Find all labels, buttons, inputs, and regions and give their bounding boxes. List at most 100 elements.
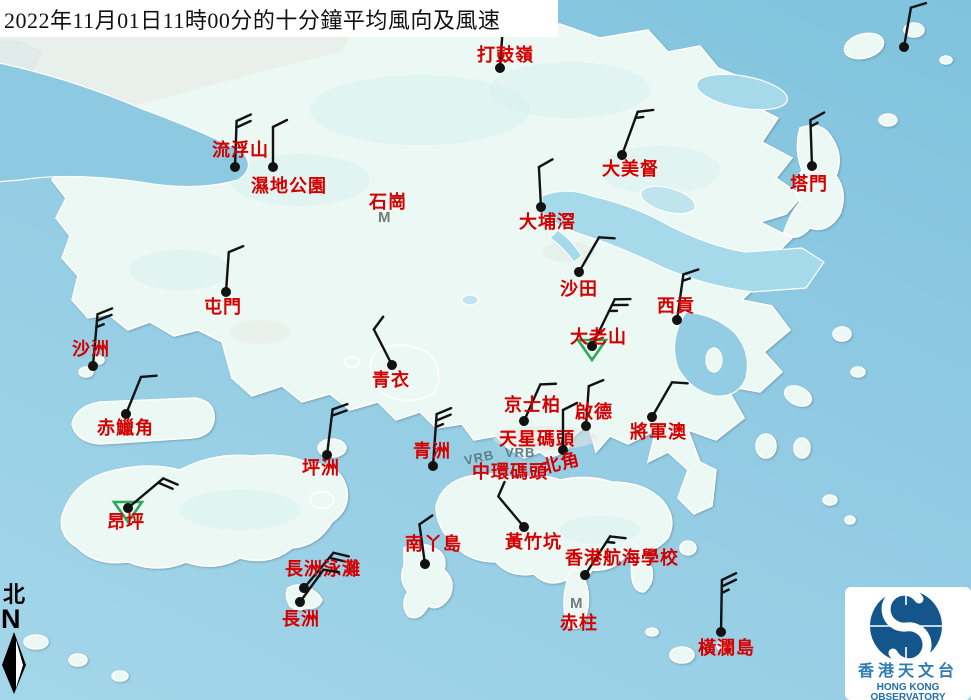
wind-barb-icon	[617, 108, 655, 160]
gust-triangle-icon	[111, 500, 145, 525]
wind-barb-icon	[519, 382, 558, 426]
island-tap-mun-cluster	[783, 124, 844, 238]
water-starling-inlet	[696, 73, 788, 111]
island-po-toi	[669, 646, 695, 664]
station-label-lamma-island: 南丫島	[405, 534, 462, 554]
water-shing-mun-reservoir	[461, 294, 479, 306]
island-sk-4	[832, 326, 852, 342]
wind-barb-icon	[418, 514, 434, 569]
wind-barb-icon	[230, 113, 253, 172]
island-ninepin-1	[822, 494, 838, 506]
map-title: 2022年11月01日11時00分的十分鐘平均風向及風速	[4, 7, 501, 33]
station-label-ta-kwu-ling: 打鼓嶺	[477, 45, 534, 65]
station-label-wetland-park: 濕地公園	[251, 176, 327, 196]
water-plover-cove	[640, 185, 696, 215]
wind-barb-icon	[121, 374, 158, 419]
wind-barb-icon	[123, 477, 179, 513]
title-bar: 2022年11月01日11時00分的十分鐘平均風向及風速	[0, 0, 558, 37]
water-shing-mun	[549, 229, 583, 263]
island-s-1	[645, 627, 659, 637]
island-sk-2	[755, 433, 777, 459]
island-sk-1	[783, 385, 813, 407]
island-ne-1	[843, 32, 885, 60]
island-ninepin-2	[844, 515, 856, 525]
water-tolo-harbour	[541, 190, 825, 293]
island-sw-3	[111, 670, 129, 682]
station-label-star-ferry: 天星碼頭	[499, 429, 575, 449]
station-flag-stanley: M	[570, 595, 583, 612]
island-sk-3	[793, 437, 811, 459]
station-flag-star-ferry: VRB	[505, 445, 536, 460]
compass-north-chinese: 北	[3, 582, 26, 607]
station-label-wong-chuk-hang: 黃竹坑	[505, 532, 562, 552]
island-waglan	[716, 640, 732, 652]
island-ne-2	[903, 22, 925, 38]
wind-barb-icon	[322, 402, 349, 460]
wind-barb-icon	[295, 568, 341, 607]
station-label-lau-fau-shan: 流浮山	[212, 140, 269, 160]
gust-triangle-icon	[575, 338, 609, 363]
hko-logo-card: 香港天文台 HONG KONG OBSERVATORY	[845, 586, 971, 700]
wind-barb-icon	[497, 480, 529, 532]
station-label-sai-kung: 西貢	[657, 296, 695, 316]
peninsula-daguilar	[630, 549, 654, 593]
station-label-tuen-mun: 屯門	[204, 297, 242, 317]
station-label-sha-chau: 沙洲	[72, 339, 110, 359]
station-label-tai-mei-tuk: 大美督	[602, 159, 659, 179]
island-sw-1	[23, 634, 49, 650]
island-ne-3	[939, 55, 953, 65]
station-label-hk-sea-school: 香港航海學校	[565, 548, 679, 568]
wind-barb-icon	[428, 406, 453, 471]
wind-barb-icon	[716, 572, 738, 637]
hko-logo-english: HONG KONG OBSERVATORY	[870, 682, 946, 700]
island-hei-ling-chau	[309, 491, 335, 509]
wind-barb-icon	[299, 551, 350, 593]
island-tsing-yi	[369, 344, 440, 402]
station-label-tap-mun: 塔門	[790, 174, 828, 194]
island-tung-lung	[679, 540, 697, 556]
island-sw-2	[68, 653, 88, 667]
hko-logo-chinese: 香港天文台	[857, 663, 958, 680]
wind-barb-icon	[88, 307, 114, 371]
wind-barb-icon	[268, 118, 289, 172]
island-airport	[71, 397, 215, 445]
wind-barb-icon	[580, 535, 627, 580]
peninsula-stanley	[563, 567, 590, 630]
island-ma-wan	[344, 356, 360, 368]
station-label-peng-chau: 坪洲	[302, 458, 340, 478]
compass-needle-icon	[2, 632, 26, 695]
compass-north-letter: N	[1, 604, 21, 635]
station-label-waglan-island: 橫瀾島	[698, 638, 755, 658]
wind-barb-icon	[587, 297, 632, 351]
wind-barb-icon	[807, 111, 826, 171]
island-lamma	[400, 543, 453, 619]
wind-barb-icon	[574, 236, 616, 277]
wind-barb-icon	[221, 244, 245, 297]
station-label-cheung-chau: 長洲	[282, 609, 320, 629]
wind-barb-icon	[899, 1, 928, 52]
station-label-tsing-yi: 青衣	[372, 370, 410, 390]
water-deep-bay	[0, 62, 249, 188]
station-flag-shek-kong: M	[378, 209, 391, 226]
station-label-shek-kong: 石崗	[369, 192, 407, 212]
island-sk-5	[850, 366, 866, 378]
wind-barb-icon	[581, 378, 605, 431]
station-label-tai-po-kau: 大埔滘	[519, 212, 576, 232]
station-label-ngong-ping: 昂坪	[107, 512, 145, 532]
station-label-kai-tak: 啟德	[575, 402, 613, 422]
island-ne-4	[878, 113, 898, 127]
island-hong-kong	[435, 472, 673, 584]
compass: 北 N	[0, 582, 34, 700]
wind-barb-icon	[536, 158, 554, 212]
station-label-green-island: 青洲	[413, 441, 451, 461]
station-label-chek-lap-kok: 赤鱲角	[97, 418, 154, 438]
station-label-sha-tin: 沙田	[560, 279, 598, 299]
station-label-stanley: 赤柱	[560, 613, 598, 633]
station-label-central-pier: 中環碼頭	[472, 462, 548, 482]
wind-barb-icon	[672, 268, 700, 325]
wind-barb-icon	[372, 315, 397, 370]
station-label-tseung-kwan-o: 將軍澳	[630, 422, 687, 442]
